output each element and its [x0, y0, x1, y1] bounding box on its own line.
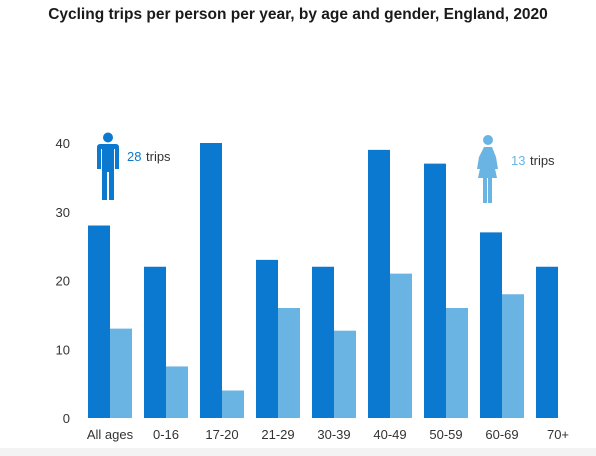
bar-male-0	[88, 225, 110, 418]
woman-icon	[477, 135, 498, 203]
y-tick-label: 30	[56, 205, 70, 220]
x-category-label: 70+	[547, 427, 569, 442]
x-category-label: 0-16	[153, 427, 179, 442]
x-category-label: 40-49	[373, 427, 406, 442]
bar-female-3	[278, 308, 300, 418]
chart-title: Cycling trips per person per year, by ag…	[48, 6, 548, 23]
bars	[88, 143, 558, 418]
female-callout: 13 trips	[477, 135, 555, 203]
bar-male-7	[480, 232, 502, 418]
bar-male-8	[536, 266, 558, 418]
bottom-strip	[0, 448, 596, 456]
y-tick-label: 20	[56, 274, 70, 289]
y-axis: 0 10 20 30 40	[56, 136, 70, 426]
y-tick-label: 0	[63, 411, 70, 426]
x-category-label: 50-59	[429, 427, 462, 442]
female-callout-unit: trips	[530, 153, 555, 168]
x-category-label: All ages	[87, 427, 134, 442]
male-callout-unit: trips	[146, 149, 171, 164]
bar-female-0	[110, 328, 132, 418]
x-category-label: 60-69	[485, 427, 518, 442]
bar-female-1	[166, 366, 188, 418]
bar-female-7	[502, 294, 524, 418]
bar-male-1	[144, 266, 166, 418]
bar-male-6	[424, 163, 446, 418]
male-callout-value: 28	[127, 149, 141, 164]
bar-female-6	[446, 308, 468, 418]
bar-female-4	[334, 330, 356, 418]
bar-female-2	[222, 390, 244, 418]
bar-male-4	[312, 266, 334, 418]
bar-male-2	[200, 143, 222, 418]
x-category-label: 17-20	[205, 427, 238, 442]
female-callout-value: 13	[511, 153, 525, 168]
bar-male-5	[368, 149, 390, 418]
man-icon	[97, 132, 119, 200]
male-callout: 28 trips	[97, 132, 171, 200]
x-category-label: 21-29	[261, 427, 294, 442]
y-tick-label: 10	[56, 342, 70, 357]
x-category-label: 30-39	[317, 427, 350, 442]
bar-male-3	[256, 259, 278, 418]
bar-female-5	[390, 273, 412, 418]
y-tick-label: 40	[56, 136, 70, 151]
x-axis: All ages 0-16 17-20 21-29 30-39 40-49 50-59 60-…	[87, 427, 569, 442]
